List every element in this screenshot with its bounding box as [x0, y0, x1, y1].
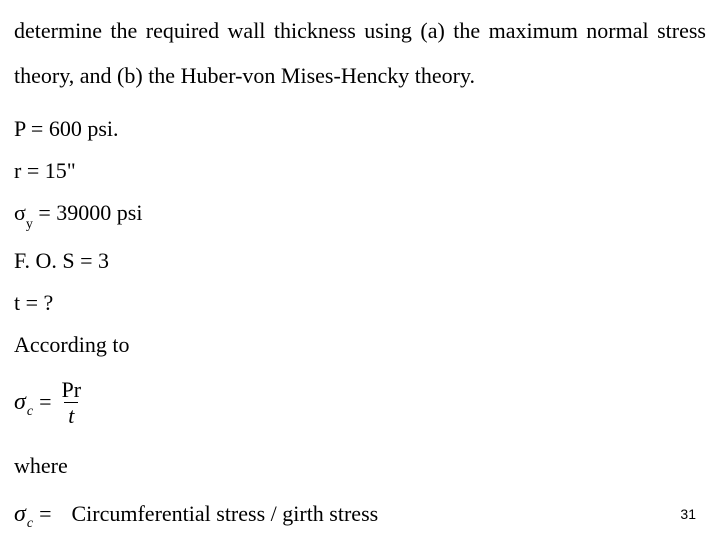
sigma-c-lhs-def: σc — [14, 501, 33, 528]
given-P: P = 600 psi. — [14, 118, 706, 140]
fraction: Pr t — [57, 378, 85, 427]
sigma-symbol: σ — [14, 501, 26, 528]
sigma-y-value: = 39000 psi — [33, 200, 143, 225]
equals-sign: = — [39, 501, 51, 527]
definition-text: Circumferential stress / girth stress — [71, 501, 378, 527]
slide: determine the required wall thickness us… — [0, 0, 720, 540]
sigma-symbol: σ — [14, 389, 26, 416]
sigma-symbol: σ — [14, 200, 26, 225]
equation-sigma-c: σc = Pr t — [14, 378, 706, 427]
given-sigma-y: σy = 39000 psi — [14, 202, 706, 229]
sigma-c-subscript: c — [27, 404, 33, 420]
fraction-denominator: t — [64, 402, 78, 427]
definition-row: σc = Circumferential stress / girth stre… — [14, 501, 706, 528]
sigma-c-subscript: c — [27, 516, 33, 532]
given-r: r = 15" — [14, 160, 706, 182]
page-number: 31 — [680, 506, 696, 522]
given-t: t = ? — [14, 292, 706, 314]
sigma-c-lhs: σc — [14, 389, 33, 416]
fraction-numerator: Pr — [57, 378, 85, 402]
equals-sign: = — [39, 389, 51, 415]
according-to: According to — [14, 334, 706, 356]
where-label: where — [14, 453, 706, 479]
intro-paragraph: determine the required wall thickness us… — [14, 8, 706, 98]
sigma-y-subscript: y — [26, 217, 33, 232]
given-fos: F. O. S = 3 — [14, 250, 706, 272]
